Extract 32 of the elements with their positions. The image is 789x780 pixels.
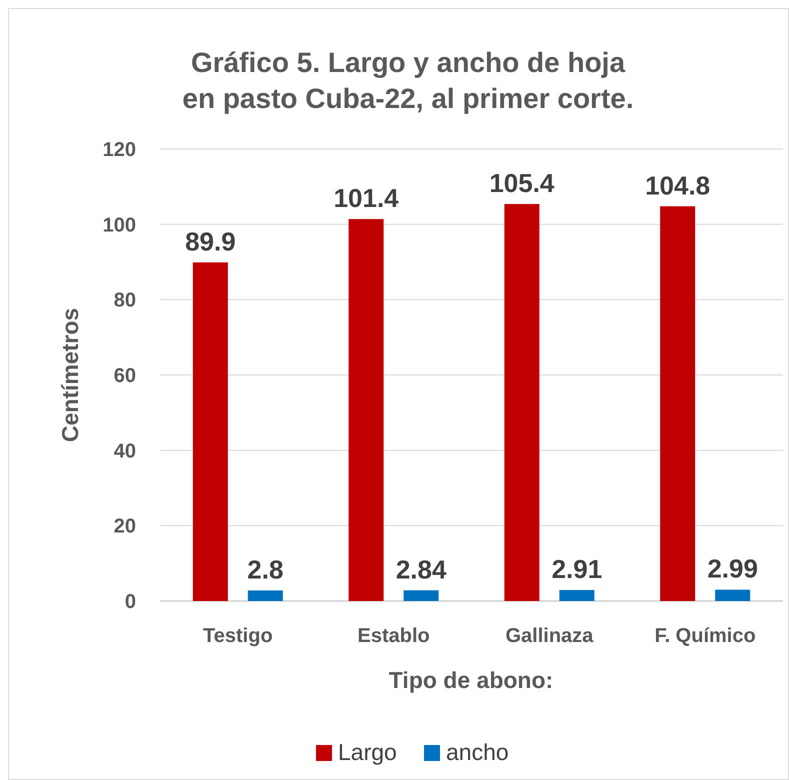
x-tick-label: F. Químico [654, 625, 756, 647]
data-label: 105.4 [489, 168, 555, 198]
y-tick-label: 100 [102, 214, 136, 236]
y-tick-label: 40 [114, 440, 136, 462]
legend-label: ancho [446, 739, 509, 765]
x-axis-title: Tipo de abono: [388, 667, 554, 693]
data-label: 2.99 [707, 554, 758, 584]
data-label: 104.8 [645, 170, 710, 200]
y-tick-label: 20 [114, 516, 136, 538]
y-tick-label: 80 [114, 290, 136, 312]
chart-title: Gráfico 5. Largo y ancho de hoja en pasto Cuba-22, al primer corte. [182, 47, 634, 114]
data-label: 2.91 [552, 554, 602, 584]
x-tick-label: Testigo [203, 625, 273, 647]
data-label: 2.8 [247, 554, 284, 584]
data-label: 101.4 [334, 183, 400, 214]
bar [248, 590, 283, 601]
bar [715, 590, 750, 601]
bar [559, 590, 594, 601]
x-tick-label: Gallinaza [505, 625, 594, 647]
bar [504, 204, 540, 601]
y-tick-label: 60 [114, 365, 136, 387]
legend-label: Largo [338, 739, 397, 765]
bar [660, 206, 696, 601]
bar [404, 590, 439, 601]
y-tick-label: 120 [102, 139, 136, 161]
data-label: 2.84 [396, 554, 447, 584]
bar [192, 262, 228, 601]
bar [348, 219, 384, 601]
y-axis-title: Centímetros [57, 308, 83, 442]
x-tick-label: Establo [358, 625, 430, 647]
y-tick-label: 0 [124, 591, 136, 613]
data-label: 89.9 [185, 226, 236, 256]
